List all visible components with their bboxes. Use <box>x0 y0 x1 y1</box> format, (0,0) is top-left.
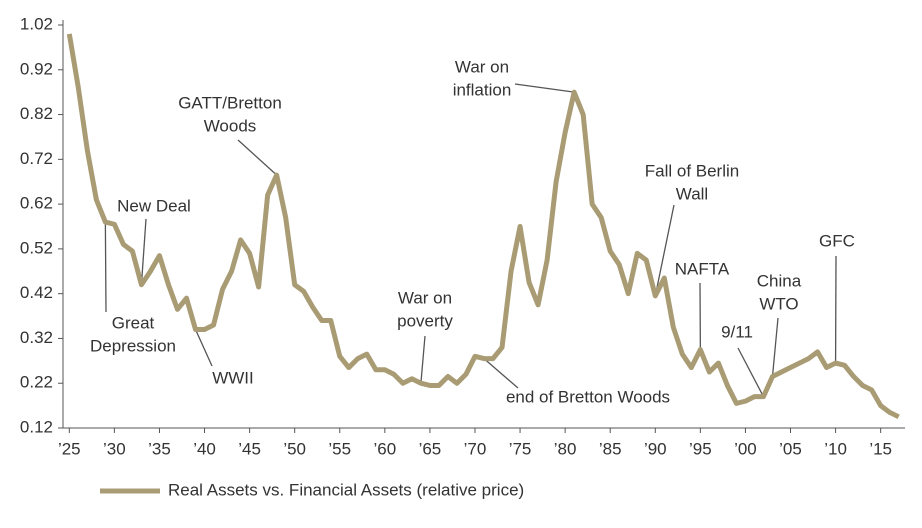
y-tick-label: 0.92 <box>20 59 53 78</box>
annotation-label: inflation <box>453 80 512 99</box>
x-tick-label: ’90 <box>644 439 667 458</box>
annotation-label: Depression <box>90 336 176 355</box>
x-tick-label: ’85 <box>599 439 622 458</box>
annotation-label: GATT/Bretton <box>178 93 282 112</box>
annotation-label: WTO <box>759 294 798 313</box>
annotation-label: NAFTA <box>675 259 730 278</box>
x-tick-label: ’55 <box>328 439 351 458</box>
annotation-label: WWII <box>212 368 254 387</box>
annotation-leader <box>737 347 765 397</box>
x-tick-label: ’40 <box>193 439 216 458</box>
x-tick-label: ’30 <box>103 439 126 458</box>
legend-label: Real Assets vs. Financial Assets (relati… <box>168 480 524 499</box>
annotation-label: New Deal <box>117 196 191 215</box>
annotation-label: poverty <box>397 311 453 330</box>
x-tick-label: ’25 <box>58 439 81 458</box>
annotation-leader <box>771 317 779 377</box>
data-line <box>66 33 900 420</box>
annotation-label: China <box>757 271 802 290</box>
annotation-label: 9/11 <box>721 322 753 341</box>
y-tick-label: 0.62 <box>20 194 53 213</box>
annotation-label: Great <box>112 313 155 332</box>
y-tick-label: 1.02 <box>20 14 53 33</box>
y-tick-label: 0.22 <box>20 373 53 392</box>
x-tick-label: ’80 <box>554 439 577 458</box>
annotation-label: War on <box>398 288 452 307</box>
x-tick-label: ’65 <box>419 439 442 458</box>
y-tick-label: 0.32 <box>20 328 53 347</box>
annotation-leader <box>237 139 278 176</box>
x-tick-label: ’60 <box>373 439 396 458</box>
x-tick-label: ’15 <box>869 439 892 458</box>
annotation-leader <box>654 204 675 297</box>
x-tick-label: ’95 <box>689 439 712 458</box>
annotation-label: GFC <box>819 231 855 250</box>
annotation-leader <box>483 358 519 389</box>
x-tick-label: ’45 <box>238 439 261 458</box>
annotation-label: end of Bretton Woods <box>506 387 670 406</box>
x-tick-label: ’75 <box>509 439 532 458</box>
annotation-leader <box>140 218 147 285</box>
y-tick-label: 0.12 <box>20 417 53 436</box>
annotation-label: Wall <box>676 184 708 203</box>
annotation-leader <box>104 222 107 313</box>
x-tick-label: ’10 <box>824 439 847 458</box>
annotation-label: War on <box>455 57 509 76</box>
y-tick-label: 0.82 <box>20 104 53 123</box>
annotation-label: Fall of Berlin <box>645 161 739 180</box>
annotation-leader <box>420 335 426 384</box>
y-tick-label: 0.72 <box>20 149 53 168</box>
x-tick-label: ’35 <box>148 439 171 458</box>
y-tick-label: 0.42 <box>20 283 53 302</box>
x-tick-label: ’50 <box>283 439 306 458</box>
annotation-label: Woods <box>204 116 257 135</box>
x-tick-label: ’00 <box>734 439 757 458</box>
x-tick-label: ’70 <box>464 439 487 458</box>
annotation-leader <box>514 83 575 93</box>
y-tick-label: 0.52 <box>20 238 53 257</box>
x-tick-label: ’05 <box>779 439 802 458</box>
annotation-leader <box>194 329 213 367</box>
